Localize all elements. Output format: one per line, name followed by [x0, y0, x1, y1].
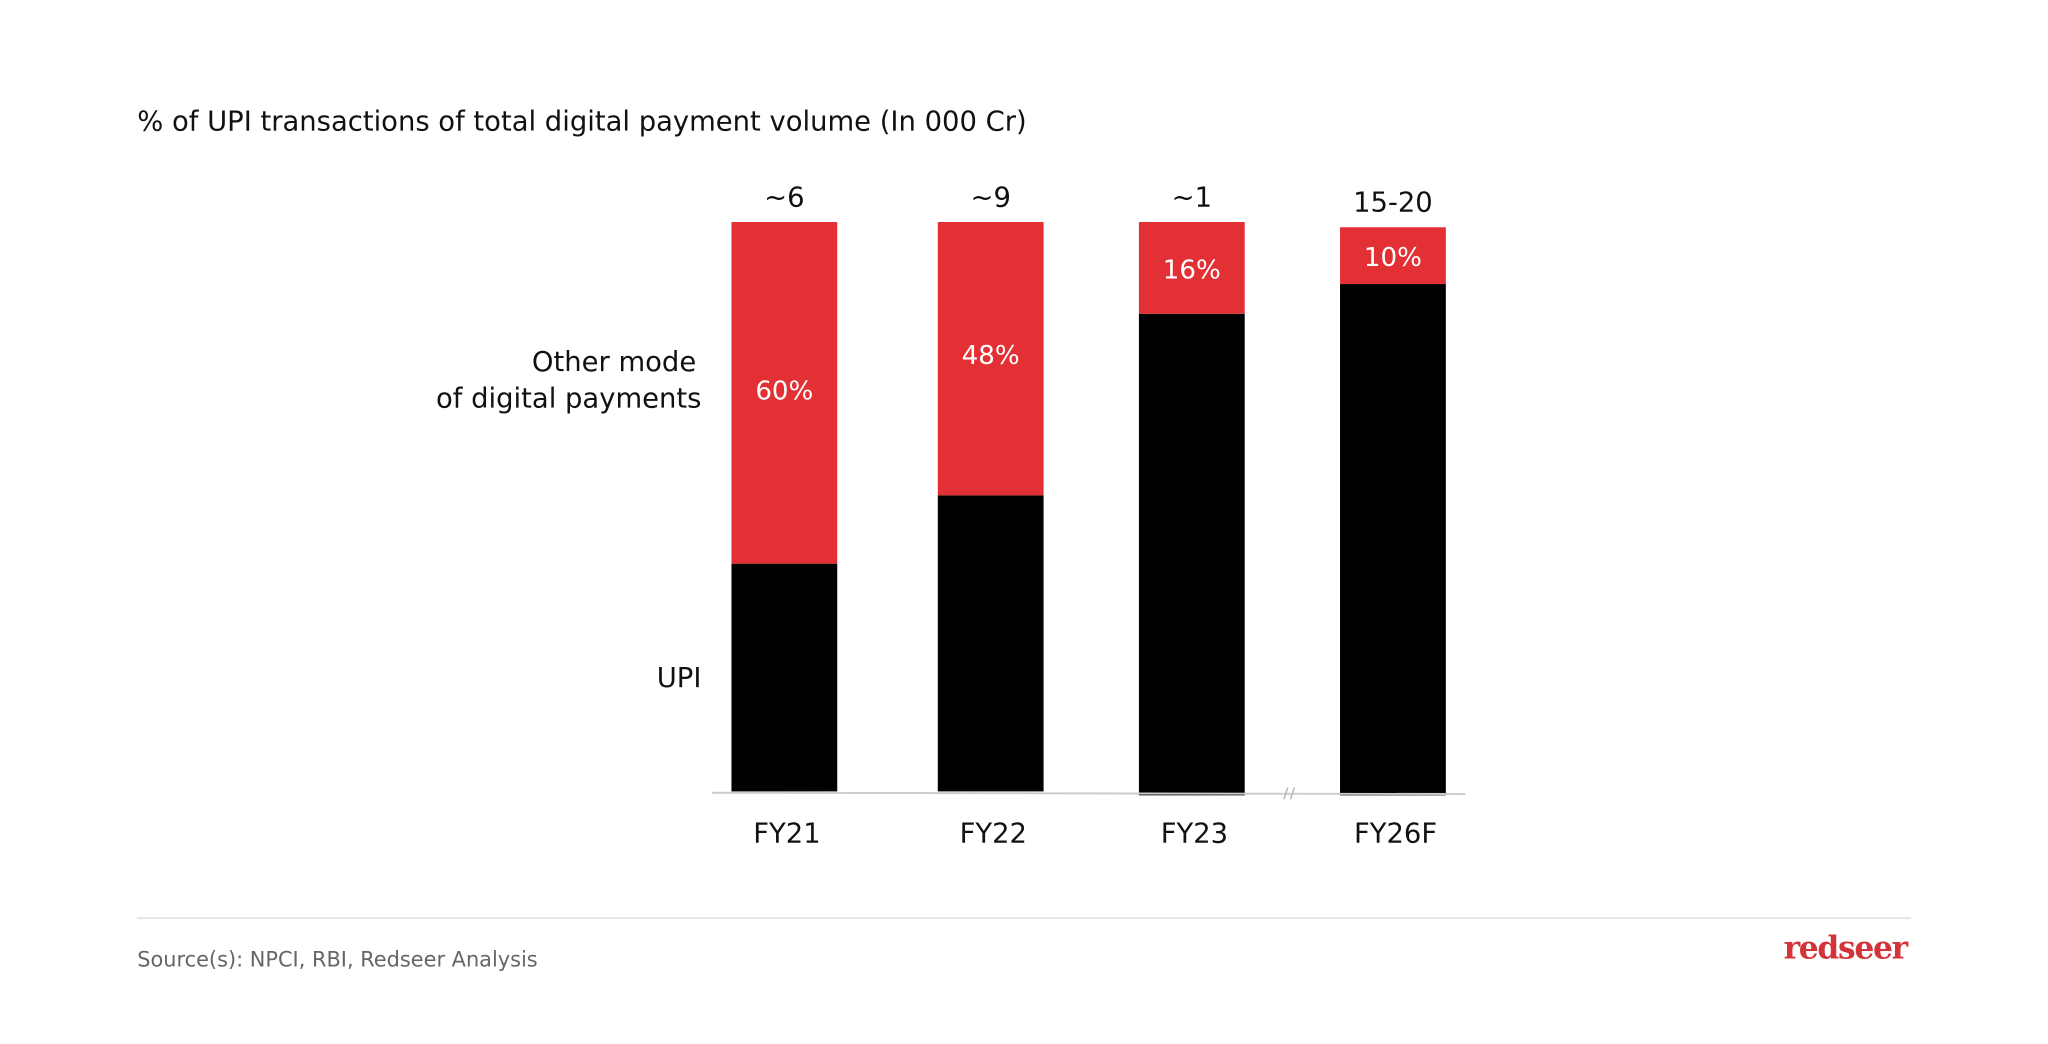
source-note: Source(s): NPCI, RBI, Redseer Analysis: [137, 947, 537, 971]
legend-upi: UPI: [657, 663, 702, 694]
total-label-FY22: ~9: [970, 182, 1010, 213]
bar-other-FY26F: [1340, 227, 1446, 285]
value-label-FY21: 60%: [755, 377, 813, 407]
x-axis-line: [711, 791, 1466, 796]
legend-other-line1: Other mode: [532, 347, 696, 378]
bar-other-FY22: [937, 222, 1044, 496]
total-label-FY23: ~1: [1172, 182, 1212, 213]
legend-other-line2: of digital payments: [436, 383, 701, 414]
redseer-logo: redseer: [1784, 931, 1909, 967]
bar-upi-FY22: [937, 495, 1044, 792]
chart-title: % of UPI transactions of total digital p…: [137, 107, 1026, 138]
value-label-FY22: 48%: [962, 341, 1020, 371]
total-label-FY26F: 15-20: [1353, 188, 1433, 219]
bar-upi-FY21: [731, 563, 838, 792]
value-label-FY23: 16%: [1163, 255, 1221, 285]
bar-upi-FY26F: [1340, 284, 1446, 796]
total-label-FY21: ~6: [764, 182, 804, 213]
x-tick-FY26F: FY26F: [1354, 818, 1437, 849]
value-label-FY26F: 10%: [1364, 243, 1422, 273]
axis-break-icon: [1283, 787, 1296, 800]
x-tick-FY21: FY21: [753, 818, 820, 849]
x-tick-FY22: FY22: [960, 818, 1027, 849]
bar-other-FY21: [731, 222, 838, 564]
bar-upi-FY23: [1138, 313, 1245, 796]
bar-other-FY23: [1138, 222, 1245, 314]
x-tick-FY23: FY23: [1161, 818, 1228, 849]
